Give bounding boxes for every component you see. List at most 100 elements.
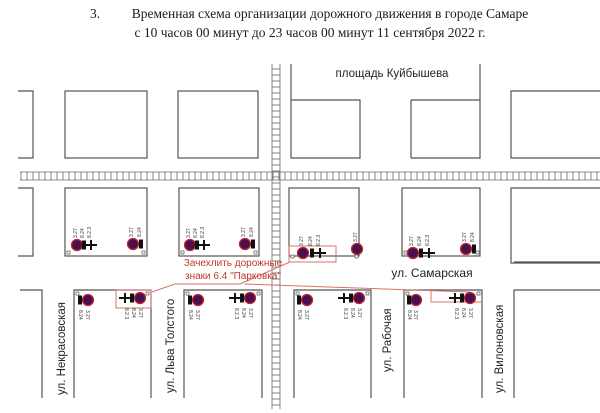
svg-text:3.27: 3.27 <box>194 310 200 320</box>
svg-text:3.27: 3.27 <box>247 308 253 318</box>
svg-text:3.27: 3.27 <box>186 228 192 238</box>
svg-text:3.27: 3.27 <box>303 310 309 320</box>
sign-group-bot-2-left: 3.27 8.24 <box>187 293 205 320</box>
annotation-text-line1: Зачехлить дорожные <box>184 258 283 269</box>
zone-plate-icon <box>297 295 301 305</box>
no-stopping-sign-icon <box>406 246 420 260</box>
svg-text:8.2.3: 8.2.3 <box>316 235 322 246</box>
sign-group-mid-3-right: 3.27 <box>350 232 364 256</box>
bottom-blocks <box>20 261 600 398</box>
svg-text:8.2.3: 8.2.3 <box>233 308 239 319</box>
svg-text:8.24: 8.24 <box>187 310 193 320</box>
scheme-title-line1: Временная схема организации дорожного дв… <box>131 6 529 21</box>
sign-group-bot-3-right: 3.27 8.24 8.2.3 <box>338 291 366 319</box>
sign-group-bot-1-left: 3.27 8.24 <box>77 293 95 320</box>
direction-plate-icon <box>338 293 350 303</box>
svg-text:8.24: 8.24 <box>406 310 412 320</box>
svg-text:8.2.3: 8.2.3 <box>200 227 206 238</box>
svg-text:8.2.3: 8.2.3 <box>342 308 348 319</box>
no-stopping-sign-icon <box>238 237 252 251</box>
no-stopping-sign-icon <box>183 238 197 252</box>
no-stopping-sign-icon <box>191 293 205 307</box>
sign-group-mid-1-right: 3.27 8.24 <box>126 227 143 251</box>
svg-text:8.24: 8.24 <box>137 227 143 237</box>
annotation-frames <box>115 245 482 309</box>
no-stopping-sign-icon <box>243 291 257 305</box>
no-stopping-sign-icon <box>459 242 473 256</box>
label-samarskaya-street: ул. Самарская <box>391 266 472 280</box>
svg-text:8.24: 8.24 <box>130 308 136 318</box>
svg-text:3.27: 3.27 <box>299 236 305 246</box>
svg-text:8.24: 8.24 <box>308 236 314 246</box>
sign-group-mid-2-right: 3.27 8.24 <box>238 227 255 251</box>
no-stopping-sign-icon <box>126 237 140 251</box>
sign-group-bot-3-left: 3.27 8.24 <box>296 293 314 320</box>
svg-text:3.27: 3.27 <box>412 310 418 320</box>
middle-blocks <box>18 187 600 264</box>
svg-text:3.27: 3.27 <box>84 310 90 320</box>
zone-plate-icon <box>251 239 255 249</box>
zone-plate-icon <box>188 295 192 305</box>
zone-plate-icon <box>78 295 82 305</box>
label-lva-tolstogo-street: ул. Льва Толстого <box>165 299 177 393</box>
svg-text:3.27: 3.27 <box>129 227 135 237</box>
svg-text:3.27: 3.27 <box>353 232 359 242</box>
svg-text:8.24: 8.24 <box>296 310 302 320</box>
tram-track-vertical <box>271 64 281 409</box>
direction-plate-icon <box>198 240 210 250</box>
scheme-title-line2: с 10 часов 00 минут до 23 часов 00 минут… <box>134 25 486 40</box>
sign-group-mid-1-left: 3.27 8.24 8.2.3 <box>70 227 97 252</box>
svg-text:3.27: 3.27 <box>356 308 362 318</box>
svg-text:8.24: 8.24 <box>77 310 83 320</box>
no-stopping-sign-icon <box>463 291 477 305</box>
svg-text:8.24: 8.24 <box>460 308 466 318</box>
no-stopping-sign-icon <box>296 246 310 260</box>
svg-text:8.24: 8.24 <box>240 308 246 318</box>
svg-text:8.2.3: 8.2.3 <box>425 235 431 246</box>
no-stopping-sign-icon <box>409 293 423 307</box>
direction-plate-icon <box>85 240 97 250</box>
svg-text:3.27: 3.27 <box>462 232 468 242</box>
no-stopping-sign-icon <box>81 293 95 307</box>
label-vilonovskaya-street: ул. Вилоновская <box>494 305 506 393</box>
zone-plate-icon <box>139 239 143 249</box>
svg-text:3.27: 3.27 <box>241 227 247 237</box>
svg-text:8.2.3: 8.2.3 <box>123 308 129 319</box>
svg-text:8.24: 8.24 <box>349 308 355 318</box>
scheme-title: 3. Временная схема организации дорожного… <box>0 4 600 42</box>
no-stopping-sign-icon <box>70 238 84 252</box>
sign-group-mid-4-left: 3.27 8.24 8.2.3 <box>406 235 435 260</box>
sign-group-mid-3-left: 3.27 8.24 8.2.3 <box>296 235 326 260</box>
no-stopping-sign-icon <box>350 242 364 256</box>
zone-plate-icon <box>472 244 476 254</box>
direction-plate-icon <box>229 293 241 303</box>
corner-markers <box>66 250 481 296</box>
sign-group-mid-4-right: 3.27 8.24 <box>459 232 476 256</box>
sign-group-bot-2-right: 3.27 8.24 8.2.3 <box>229 291 257 319</box>
sign-group-mid-2-left: 3.27 8.24 8.2.3 <box>183 227 210 252</box>
no-stopping-sign-icon <box>300 293 314 307</box>
zone-plate-icon <box>419 248 423 258</box>
scheme-number: 3. <box>90 6 101 21</box>
svg-text:3.27: 3.27 <box>467 308 473 318</box>
svg-text:8.24: 8.24 <box>193 228 199 238</box>
label-rabochaya-street: ул. Рабочая <box>382 308 394 372</box>
svg-text:3.27: 3.27 <box>137 308 143 318</box>
tram-track-horizontal <box>20 171 600 181</box>
sign-group-bot-1-right: 3.27 8.24 8.2.3 <box>119 291 147 319</box>
svg-text:8.24: 8.24 <box>80 228 86 238</box>
svg-text:3.27: 3.27 <box>73 228 79 238</box>
zone-plate-icon <box>310 248 314 258</box>
label-kuibyshev-square: площадь Куйбышева <box>336 68 450 80</box>
no-stopping-sign-icon <box>352 291 366 305</box>
sign-group-bot-4-right: 3.27 8.24 8.2.3 <box>449 291 477 319</box>
top-blocks <box>18 64 600 159</box>
no-stopping-sign-icon <box>133 291 147 305</box>
svg-text:8.24: 8.24 <box>470 232 476 242</box>
direction-plate-icon <box>119 293 131 303</box>
svg-text:8.24: 8.24 <box>417 236 423 246</box>
svg-text:8.2.3: 8.2.3 <box>453 308 459 319</box>
svg-text:3.27: 3.27 <box>409 236 415 246</box>
zone-plate-icon <box>407 295 411 305</box>
